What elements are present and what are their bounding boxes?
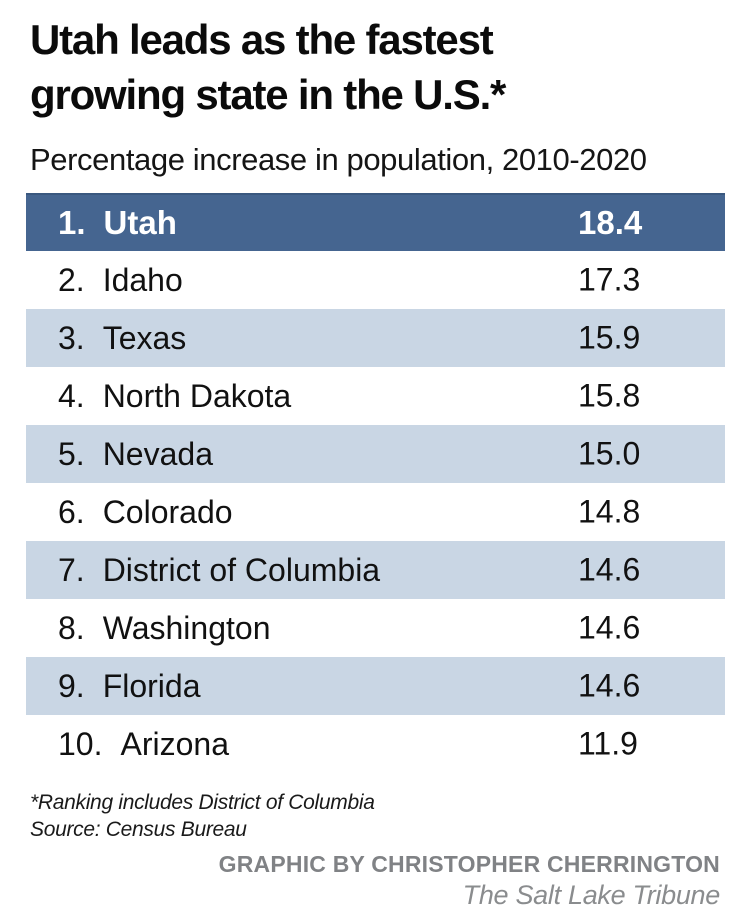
percent-value: 14.8 — [578, 493, 641, 530]
percent-value: 14.6 — [578, 551, 641, 588]
footnote-ranking-note: *Ranking includes District of Columbia — [30, 791, 375, 814]
state-name: Arizona — [120, 725, 229, 762]
state-name: Idaho — [102, 261, 183, 298]
credit-publication: The Salt Lake Tribune — [462, 880, 721, 910]
percent-value: 11.9 — [578, 725, 638, 762]
ranking-table: 1. Utah 18.4 2. Idaho 17.3 3. Texas 15.9… — [26, 193, 725, 773]
state-name: Texas — [102, 319, 187, 356]
percent-value: 15.9 — [578, 319, 641, 356]
table-row-utah: 1. Utah 18.4 — [26, 193, 725, 251]
percent-value: 15.8 — [578, 377, 641, 414]
table-row-district-of-columbia: 7. District of Columbia 14.6 — [26, 541, 725, 599]
table-row-arizona: 10. Arizona 11.9 — [26, 715, 725, 773]
rank-label: 5. — [58, 435, 85, 472]
footnote-source: Source: Census Bureau — [30, 818, 247, 841]
table-row-colorado: 6. Colorado 14.8 — [26, 483, 725, 541]
credits: GRAPHIC BY CHRISTOPHER CHERRINGTON The S… — [0, 851, 750, 911]
state-name: Colorado — [102, 493, 233, 530]
state-name: District of Columbia — [102, 551, 381, 588]
table-row-nevada: 5. Nevada 15.0 — [26, 425, 725, 483]
title-line-1: Utah leads as the fastest — [30, 16, 494, 63]
rank-label: 4. — [58, 377, 85, 414]
rank-label: 6. — [58, 493, 85, 530]
state-name: Washington — [102, 609, 271, 646]
table-row-washington: 8. Washington 14.6 — [26, 599, 725, 657]
percent-value: 14.6 — [578, 609, 641, 646]
title-line-2: growing state in the U.S.* — [30, 71, 506, 118]
state-name: Nevada — [102, 435, 213, 472]
rank-label: 2. — [58, 261, 85, 298]
rank-label: 3. — [58, 319, 85, 356]
table-row-florida: 9. Florida 14.6 — [26, 657, 725, 715]
percent-value: 14.6 — [578, 667, 641, 704]
rank-label: 8. — [58, 609, 85, 646]
rank-label: 10. — [58, 725, 103, 762]
rank-label: 7. — [58, 551, 85, 588]
percent-value: 17.3 — [578, 261, 641, 298]
table-row-texas: 3. Texas 15.9 — [26, 309, 725, 367]
percent-value: 18.4 — [578, 204, 643, 241]
table-row-north-dakota: 4. North Dakota 15.8 — [26, 367, 725, 425]
table-row-idaho: 2. Idaho 17.3 — [26, 251, 725, 309]
subtitle: Percentage increase in population, 2010-… — [30, 142, 647, 177]
state-name: North Dakota — [102, 377, 292, 414]
footnotes: *Ranking includes District of Columbia S… — [30, 789, 730, 843]
state-name: Utah — [103, 204, 177, 241]
state-name: Florida — [102, 667, 201, 704]
rank-label: 1. — [58, 204, 86, 241]
page-title: Utah leads as the fastest growing state … — [0, 0, 750, 122]
credit-graphic-by: GRAPHIC BY CHRISTOPHER CHERRINGTON — [218, 851, 720, 877]
percent-value: 15.0 — [578, 435, 641, 472]
rank-label: 9. — [58, 667, 85, 704]
